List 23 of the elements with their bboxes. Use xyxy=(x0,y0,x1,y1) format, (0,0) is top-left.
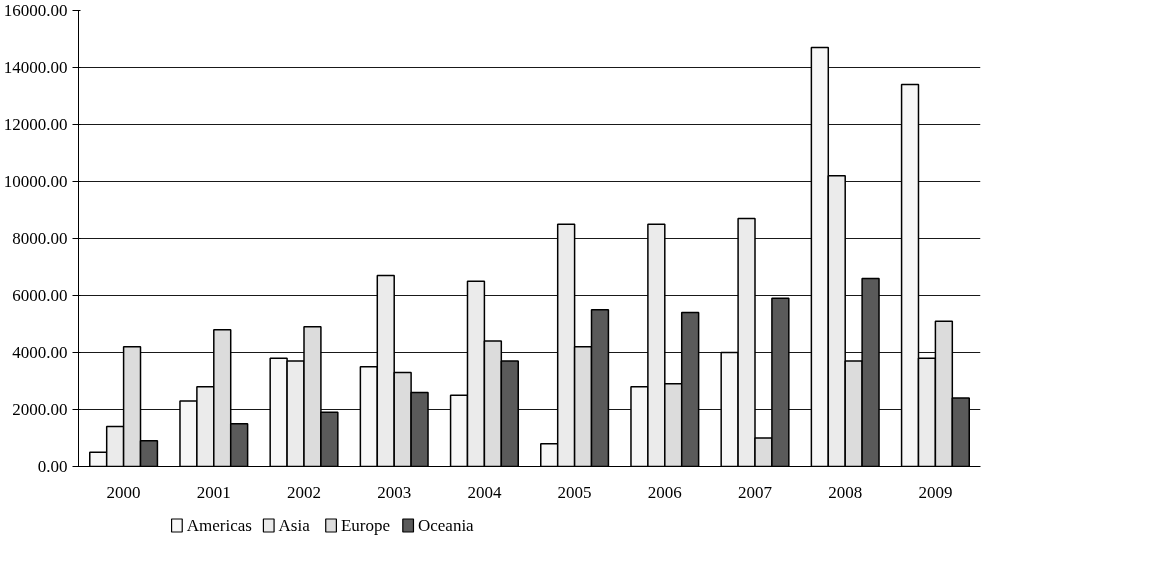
y-tick-label: 14000.00 xyxy=(3,58,68,77)
legend-label: Asia xyxy=(278,516,311,535)
x-tick-label: 2008 xyxy=(828,482,863,502)
x-tick-label: 2009 xyxy=(918,482,953,502)
x-tick-label: 2006 xyxy=(647,482,682,502)
x-tick-label: 2005 xyxy=(557,482,592,502)
y-tick-label: 10000.00 xyxy=(3,172,68,191)
y-tick-label: 0.00 xyxy=(37,457,68,476)
legend-label: Europe xyxy=(340,516,390,535)
y-tick-label: 6000.00 xyxy=(12,286,68,305)
y-tick-label: 12000.00 xyxy=(3,115,68,134)
legend-label: Oceania xyxy=(417,516,475,535)
x-tick-label: 2004 xyxy=(467,482,502,502)
legend-label: Americas xyxy=(186,516,252,535)
x-tick-label: 2002 xyxy=(287,482,321,502)
x-tick-label: 2000 xyxy=(106,482,141,502)
y-tick-label: 16000.00 xyxy=(3,1,68,20)
x-tick-label: 2007 xyxy=(738,482,773,502)
y-tick-label: 4000.00 xyxy=(12,343,68,362)
y-tick-label: 2000.00 xyxy=(12,400,68,419)
x-tick-label: 2001 xyxy=(196,482,231,502)
x-tick-label: 2003 xyxy=(377,482,412,502)
y-tick-label: 8000.00 xyxy=(12,229,68,248)
